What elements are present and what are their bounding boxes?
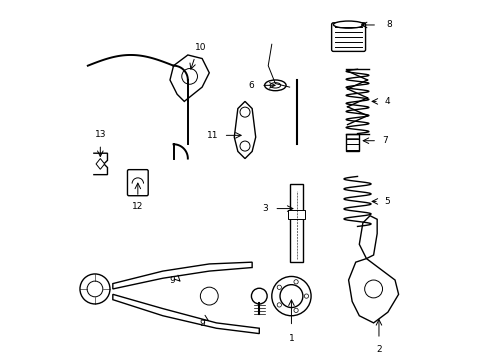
Ellipse shape (333, 21, 364, 28)
Ellipse shape (270, 83, 281, 88)
Circle shape (277, 303, 281, 307)
Circle shape (272, 276, 311, 316)
Circle shape (80, 274, 110, 304)
Text: 2: 2 (376, 345, 382, 354)
Text: 3: 3 (263, 204, 268, 213)
Bar (288, 210, 305, 219)
Text: 7: 7 (383, 136, 388, 145)
FancyBboxPatch shape (332, 23, 366, 51)
Polygon shape (113, 294, 259, 334)
Text: 9: 9 (199, 319, 205, 328)
Circle shape (277, 285, 281, 289)
Bar (291, 184, 303, 262)
Circle shape (182, 68, 197, 84)
Polygon shape (348, 258, 398, 323)
Circle shape (240, 107, 250, 117)
Circle shape (87, 281, 103, 297)
Circle shape (294, 308, 298, 312)
Polygon shape (113, 262, 252, 289)
Text: 10: 10 (195, 43, 206, 52)
Text: 5: 5 (384, 197, 390, 206)
Circle shape (280, 285, 303, 307)
Circle shape (200, 287, 218, 305)
Circle shape (294, 280, 298, 284)
FancyBboxPatch shape (127, 170, 148, 196)
Polygon shape (96, 158, 104, 169)
Circle shape (365, 280, 383, 298)
Polygon shape (234, 102, 256, 158)
Text: 8: 8 (386, 21, 392, 30)
Text: 1: 1 (289, 334, 294, 343)
Text: 9: 9 (169, 275, 174, 284)
Polygon shape (170, 55, 209, 102)
Text: 6: 6 (248, 81, 254, 90)
Text: 4: 4 (384, 97, 390, 106)
Text: 13: 13 (95, 130, 106, 139)
Circle shape (304, 294, 309, 298)
Text: 12: 12 (132, 202, 144, 211)
Bar (346, 134, 359, 152)
Polygon shape (359, 216, 377, 258)
Circle shape (251, 288, 267, 304)
Circle shape (240, 141, 250, 151)
Ellipse shape (265, 80, 286, 91)
Text: 11: 11 (207, 131, 218, 140)
